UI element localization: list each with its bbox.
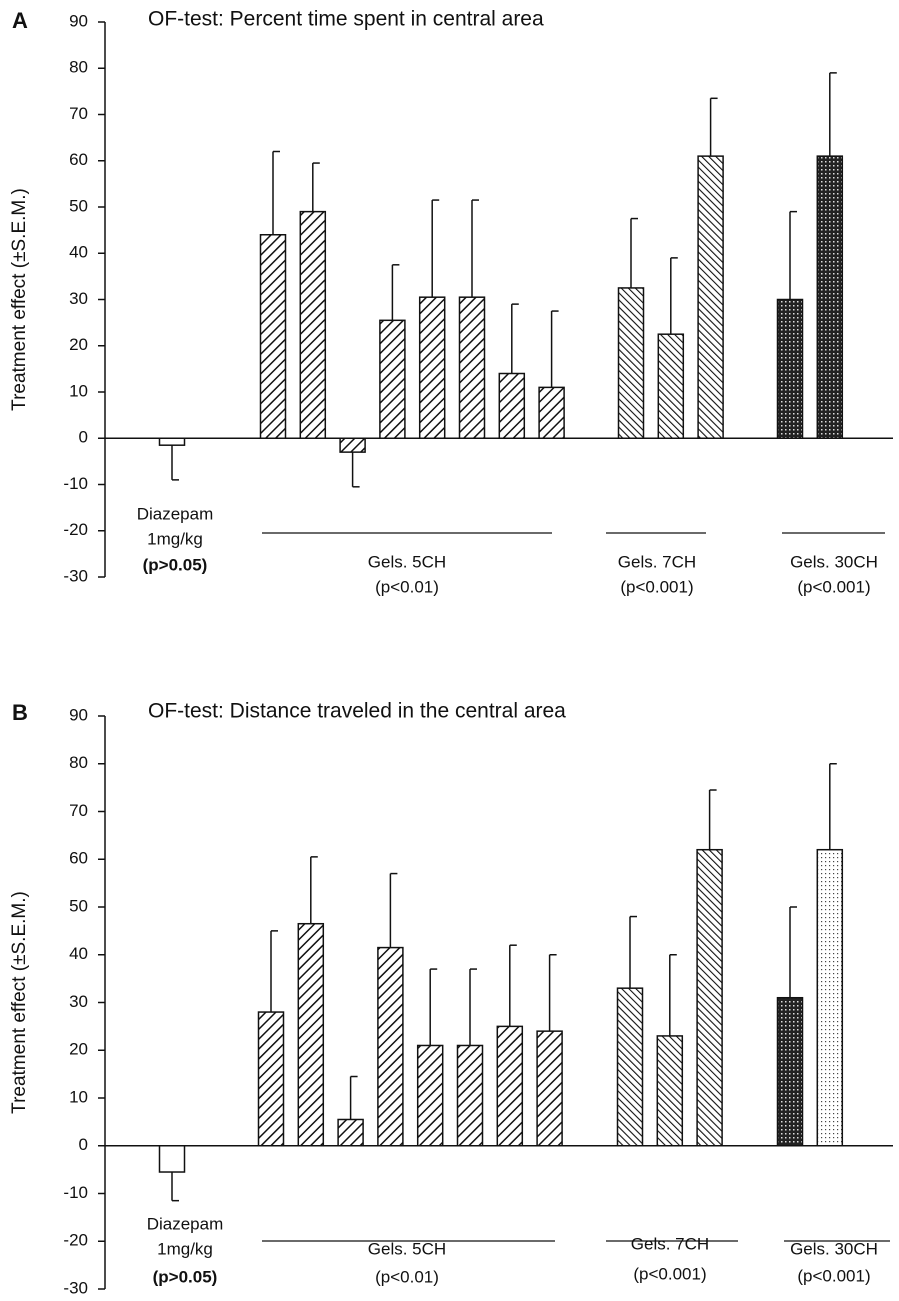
group-p-value: (p<0.001) [620, 577, 693, 596]
panel-letter: A [12, 8, 28, 33]
y-tick-label: 60 [69, 849, 88, 868]
group-p-value: (p<0.001) [797, 1266, 870, 1285]
group-p-value: (p<0.001) [797, 577, 870, 596]
bar [538, 386, 565, 439]
y-tick-label: 90 [69, 705, 88, 724]
y-tick-label: 30 [69, 289, 88, 308]
y-tick-label: 10 [69, 381, 88, 400]
bar [656, 1035, 684, 1147]
chart-title: OF-test: Percent time spent in central a… [148, 8, 544, 31]
bar [617, 287, 645, 439]
y-tick-label: 40 [69, 944, 88, 963]
y-tick-label: -30 [63, 1278, 88, 1297]
y-tick-label: 80 [69, 753, 88, 772]
group-label: Diazepam [137, 504, 214, 523]
group-p-value: (p<0.001) [633, 1264, 706, 1283]
bar [536, 1030, 563, 1147]
y-tick-label: 70 [69, 801, 88, 820]
bar [616, 987, 644, 1147]
y-tick-label: 20 [69, 335, 88, 354]
y-tick-label: -10 [63, 474, 88, 493]
group-label: Diazepam [147, 1214, 224, 1233]
bar [259, 234, 287, 439]
bar [299, 210, 327, 439]
y-tick-label: -20 [63, 520, 88, 539]
group-p-value: (p>0.05) [143, 555, 208, 574]
bar [816, 848, 844, 1147]
chart-title: OF-test: Distance traveled in the centra… [148, 700, 566, 723]
y-tick-label: 0 [79, 1135, 88, 1154]
bar [696, 848, 723, 1147]
y-tick-label: -20 [63, 1231, 88, 1250]
y-tick-label: 0 [79, 428, 88, 447]
panel-letter: B [12, 700, 28, 725]
bar [816, 155, 844, 439]
y-tick-label: 70 [69, 104, 88, 123]
bar [776, 298, 804, 439]
bar [697, 155, 724, 439]
y-tick-label: 90 [69, 11, 88, 30]
bar [776, 996, 804, 1147]
y-tick-label: 10 [69, 1087, 88, 1106]
bar [456, 1044, 484, 1147]
bar [418, 296, 446, 439]
group-label: Gels. 5CH [368, 552, 446, 571]
bar [257, 1011, 285, 1147]
group-label: Gels. 7CH [618, 552, 696, 571]
group-label: Gels. 7CH [631, 1234, 709, 1253]
bar [158, 437, 186, 446]
y-tick-label: 50 [69, 196, 88, 215]
bar [377, 946, 404, 1147]
y-tick-label: 50 [69, 896, 88, 915]
y-tick-label: 30 [69, 992, 88, 1011]
y-axis-label: Treatment effect (±S.E.M.) [9, 891, 30, 1114]
y-tick-label: 40 [69, 243, 88, 262]
bar [498, 372, 526, 439]
bar [158, 1145, 186, 1173]
y-tick-label: 60 [69, 150, 88, 169]
group-label: Gels. 30CH [790, 1239, 878, 1258]
group-p-value: (p<0.01) [375, 577, 439, 596]
bar [458, 296, 486, 439]
bar [379, 319, 406, 439]
group-label: Gels. 5CH [368, 1239, 446, 1258]
bar [339, 437, 366, 453]
group-label: 1mg/kg [157, 1239, 213, 1258]
y-tick-label: -30 [63, 566, 88, 585]
y-tick-label: 80 [69, 58, 88, 77]
y-tick-label: 20 [69, 1040, 88, 1059]
y-axis-label: Treatment effect (±S.E.M.) [9, 188, 30, 411]
bar [337, 1118, 364, 1147]
group-p-value: (p>0.05) [153, 1267, 218, 1286]
group-p-value: (p<0.01) [375, 1267, 439, 1286]
group-label: 1mg/kg [147, 529, 203, 548]
bar [416, 1044, 444, 1147]
bar [297, 922, 325, 1147]
group-label: Gels. 30CH [790, 552, 878, 571]
bar [657, 333, 685, 439]
bar [496, 1025, 524, 1147]
y-tick-label: -10 [63, 1183, 88, 1202]
